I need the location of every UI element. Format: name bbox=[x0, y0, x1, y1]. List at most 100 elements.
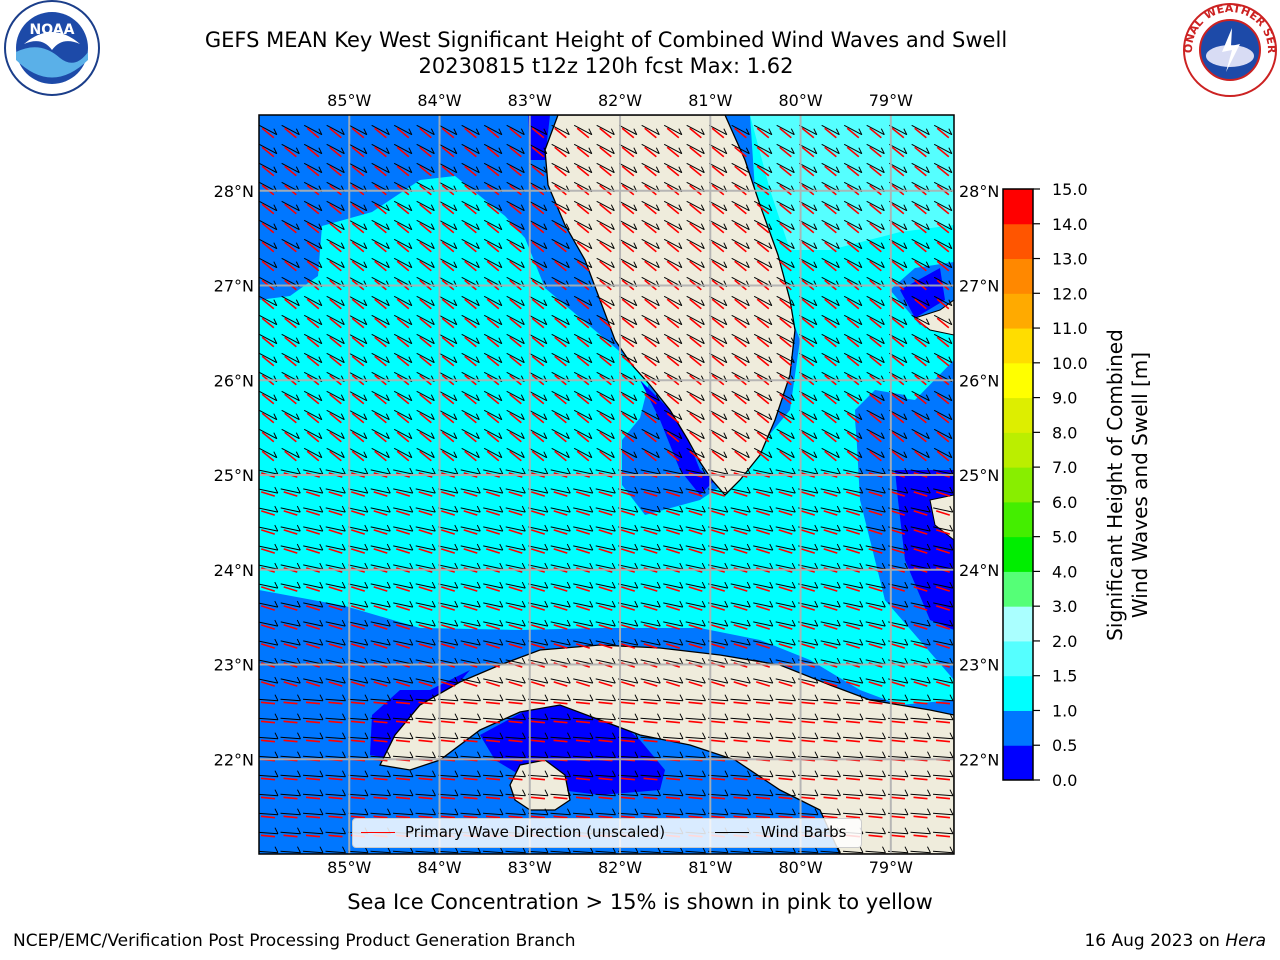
wind-barb bbox=[393, 488, 413, 494]
wind-barb bbox=[281, 257, 300, 269]
wind-barb bbox=[572, 812, 594, 816]
wave-arrow bbox=[665, 605, 681, 611]
wind-barb bbox=[775, 621, 796, 627]
wind-barb bbox=[662, 717, 684, 721]
wave-arrow bbox=[868, 796, 883, 800]
wind-barb-flag bbox=[453, 147, 458, 154]
wind-barb-flag bbox=[745, 204, 750, 211]
wind-barb bbox=[843, 124, 863, 136]
wave-arrow bbox=[598, 720, 613, 724]
wave-arrow bbox=[531, 450, 545, 462]
wave-arrow bbox=[935, 624, 951, 630]
wind-barb-flag bbox=[408, 318, 413, 325]
wind-barb-flag bbox=[341, 676, 346, 684]
wind-barb-flag bbox=[747, 751, 751, 758]
wind-barb-flag bbox=[678, 318, 683, 325]
wind-barb bbox=[483, 409, 503, 421]
wind-barb bbox=[438, 447, 458, 459]
wind-barb-flag bbox=[566, 600, 571, 608]
wind-barb-flag bbox=[431, 581, 436, 589]
wind-barb-flag bbox=[454, 562, 459, 570]
wind-barb bbox=[866, 200, 885, 212]
wind-barb-flag bbox=[364, 638, 369, 646]
wind-barb bbox=[663, 428, 683, 440]
wave-arrow bbox=[486, 355, 500, 367]
lon-label: 84°W bbox=[417, 858, 461, 877]
wind-barb bbox=[910, 755, 931, 759]
wind-barb-flag bbox=[836, 638, 841, 646]
wind-barb bbox=[618, 469, 638, 475]
wind-barb bbox=[392, 812, 414, 816]
wind-barb bbox=[821, 257, 840, 269]
wind-barb-flag bbox=[475, 299, 480, 306]
wind-barb-flag bbox=[453, 299, 458, 306]
wind-barb-flag bbox=[837, 713, 841, 720]
wave-arrow bbox=[644, 355, 657, 367]
wave-arrow bbox=[755, 605, 771, 611]
wind-barb bbox=[393, 257, 413, 269]
wind-barb bbox=[528, 143, 548, 155]
wind-barb bbox=[933, 526, 953, 532]
wave-arrow bbox=[733, 586, 748, 592]
wave-arrow bbox=[621, 222, 635, 234]
wave-arrow bbox=[734, 336, 747, 348]
wind-barb-flag bbox=[904, 827, 909, 834]
wave-arrow bbox=[644, 127, 657, 139]
wave-arrow bbox=[351, 355, 365, 367]
wind-barb-flag bbox=[475, 318, 480, 325]
wave-arrow bbox=[440, 510, 456, 516]
wind-barb-flag bbox=[925, 147, 930, 154]
wind-barb-flag bbox=[565, 451, 570, 458]
wind-barb-flag bbox=[432, 694, 436, 701]
wind-barb bbox=[933, 390, 953, 402]
wave-arrow bbox=[868, 681, 883, 687]
wave-arrow bbox=[396, 355, 410, 367]
wind-barb-flag bbox=[790, 166, 795, 173]
wind-barb-flag bbox=[520, 337, 525, 344]
wave-arrow bbox=[914, 873, 928, 874]
wave-arrow bbox=[553, 643, 568, 649]
wind-barb bbox=[528, 428, 548, 440]
wave-arrow bbox=[395, 548, 411, 554]
wind-barb bbox=[708, 200, 728, 212]
wind-barb bbox=[461, 409, 480, 421]
wind-barb bbox=[820, 545, 841, 551]
wind-barb-flag bbox=[318, 223, 323, 230]
wind-barb bbox=[483, 314, 503, 326]
wind-barb bbox=[820, 640, 841, 646]
wind-barb-flag bbox=[746, 638, 751, 646]
wind-barb-flag bbox=[949, 543, 954, 551]
wind-barb bbox=[259, 717, 279, 721]
wave-arrow bbox=[441, 355, 455, 367]
wind-barb-flag bbox=[589, 751, 594, 758]
wind-barb bbox=[280, 621, 301, 627]
wind-barb-flag bbox=[679, 505, 684, 513]
wind-barb-flag bbox=[274, 808, 279, 815]
wind-barb bbox=[303, 333, 323, 345]
wind-barb bbox=[821, 143, 840, 155]
wave-arrow bbox=[599, 450, 612, 462]
wind-barb bbox=[573, 640, 593, 646]
wind-barb bbox=[641, 162, 660, 174]
wave-arrow bbox=[936, 393, 950, 405]
wind-barb-flag bbox=[522, 713, 526, 720]
wind-barb bbox=[528, 659, 548, 665]
wind-barb bbox=[708, 564, 728, 570]
wave-arrow bbox=[665, 796, 681, 800]
wind-barb bbox=[618, 621, 638, 627]
wind-barb-flag bbox=[859, 505, 864, 513]
wind-barb bbox=[573, 124, 593, 136]
wind-barb-flag bbox=[880, 261, 885, 268]
wind-barb bbox=[281, 428, 300, 440]
wind-barb-flag bbox=[769, 638, 774, 646]
wave-arrow bbox=[509, 241, 522, 253]
wave-arrow bbox=[779, 260, 792, 272]
wave-arrow bbox=[305, 624, 321, 630]
wave-arrow bbox=[710, 720, 726, 724]
wind-barb-flag bbox=[430, 166, 435, 173]
wind-barb-flag bbox=[363, 394, 368, 401]
wind-barb bbox=[910, 507, 931, 513]
wave-arrow bbox=[575, 548, 591, 554]
wind-barb-flag bbox=[498, 166, 503, 173]
wind-barb bbox=[551, 124, 570, 136]
